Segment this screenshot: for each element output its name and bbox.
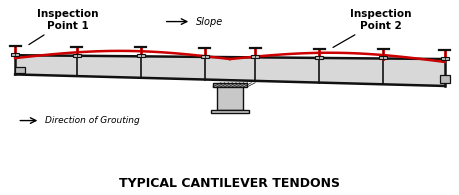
Text: TYPICAL CANTILEVER TENDONS: TYPICAL CANTILEVER TENDONS (119, 177, 340, 190)
FancyBboxPatch shape (378, 56, 386, 59)
FancyBboxPatch shape (314, 56, 323, 59)
Text: Slope: Slope (195, 17, 223, 27)
FancyBboxPatch shape (136, 54, 145, 57)
FancyBboxPatch shape (210, 110, 249, 113)
Text: Inspection
Point 1: Inspection Point 1 (29, 9, 98, 45)
FancyBboxPatch shape (213, 83, 246, 87)
FancyBboxPatch shape (251, 55, 259, 58)
FancyBboxPatch shape (440, 57, 448, 60)
FancyBboxPatch shape (439, 75, 449, 83)
FancyBboxPatch shape (73, 54, 81, 57)
FancyBboxPatch shape (11, 53, 19, 56)
FancyBboxPatch shape (15, 67, 25, 73)
FancyBboxPatch shape (200, 55, 208, 58)
FancyBboxPatch shape (217, 87, 242, 110)
Text: Direction of Grouting: Direction of Grouting (45, 116, 139, 125)
Text: Inspection
Point 2: Inspection Point 2 (332, 9, 411, 47)
Polygon shape (15, 55, 444, 86)
